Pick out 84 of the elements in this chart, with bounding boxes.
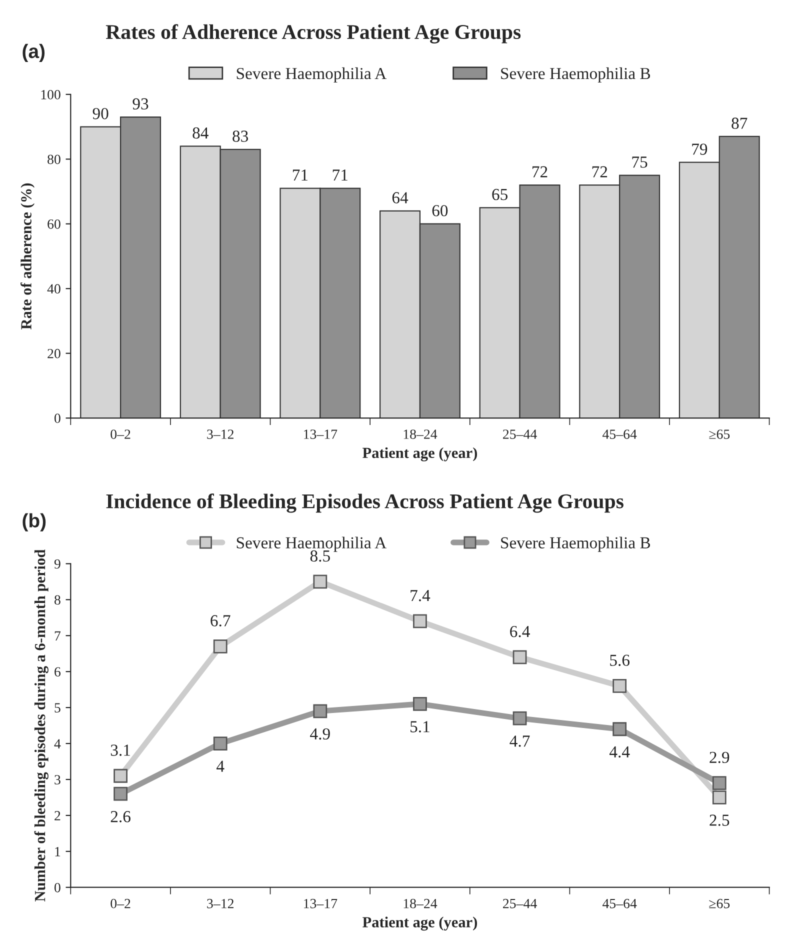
data-label: 4 bbox=[216, 760, 224, 772]
data-label: 72 bbox=[592, 166, 608, 178]
data-label: 6.7 bbox=[210, 615, 230, 626]
y-tick-label: 60 bbox=[48, 219, 60, 229]
point bbox=[512, 711, 527, 726]
y-tick-label: 40 bbox=[47, 284, 60, 294]
point bbox=[712, 790, 726, 804]
y-tick-label: 1 bbox=[55, 847, 60, 856]
data-label: 4.4 bbox=[610, 746, 630, 758]
text: (b) bbox=[22, 513, 46, 532]
point bbox=[612, 679, 627, 693]
point bbox=[213, 736, 228, 750]
y-tick-label: 0 bbox=[54, 882, 60, 892]
data-label: 83 bbox=[232, 130, 248, 142]
point bbox=[313, 704, 328, 718]
x-tick-label: 18–24 bbox=[404, 430, 438, 439]
y-tick-label: 3 bbox=[54, 775, 60, 784]
point bbox=[413, 614, 427, 628]
point bbox=[712, 776, 726, 790]
y-tick-label: 20 bbox=[48, 348, 60, 358]
x-tick-label: 3–12 bbox=[207, 898, 234, 908]
data-label: 4.7 bbox=[510, 736, 530, 747]
data-label: 5.1 bbox=[410, 721, 430, 732]
data-label: 7.4 bbox=[410, 590, 430, 602]
data-label: 4.9 bbox=[310, 728, 330, 740]
point bbox=[612, 722, 627, 736]
point bbox=[313, 574, 328, 589]
data-label: 79 bbox=[692, 144, 708, 155]
y-tick-label: 6 bbox=[54, 667, 61, 677]
data-label: 84 bbox=[192, 127, 208, 139]
data-label: 5.6 bbox=[610, 654, 630, 666]
y-tick-label: 2 bbox=[54, 811, 60, 820]
x-tick-label: 3–12 bbox=[207, 430, 234, 439]
y-axis-title: Number of bleeding episodes during a 6-month period bbox=[34, 549, 48, 902]
x-tick-label: 13–17 bbox=[304, 430, 338, 439]
data-label: 71 bbox=[332, 170, 348, 181]
data-label: 93 bbox=[132, 98, 148, 110]
y-axis-title: Rate of adherence (%) bbox=[20, 183, 35, 330]
data-label: 6.4 bbox=[510, 626, 530, 638]
y-tick-label: 5 bbox=[54, 703, 60, 713]
legend-label: Severe Haemophilia B bbox=[501, 536, 650, 552]
legend-label: Severe Haemophilia A bbox=[236, 67, 387, 83]
data-label: 2.5 bbox=[710, 814, 730, 826]
chart-title: Incidence of Bleeding Episodes Across Patient Age Groups bbox=[106, 493, 624, 513]
point bbox=[413, 697, 427, 711]
x-tick-label: 45–64 bbox=[602, 898, 637, 908]
x-axis-title: Patient age (year) bbox=[362, 916, 477, 931]
data-label: 2.9 bbox=[710, 752, 730, 764]
chart-title: Rates of Adherence Across Patient Age Groups bbox=[106, 24, 521, 44]
x-tick-label: ≥65 bbox=[709, 898, 730, 908]
x-tick-label: 45–64 bbox=[602, 430, 637, 439]
x-tick-label: 0–2 bbox=[110, 898, 130, 908]
data-label: 3.1 bbox=[110, 744, 130, 756]
text: (a) bbox=[22, 44, 45, 62]
x-tick-label: 18–24 bbox=[404, 898, 438, 908]
point bbox=[114, 768, 128, 783]
data-label: 8.5 bbox=[310, 550, 330, 562]
data-label: 90 bbox=[92, 108, 108, 120]
x-axis-title: Patient age (year) bbox=[362, 447, 477, 462]
data-label: 72 bbox=[532, 166, 548, 178]
y-tick-label: 9 bbox=[54, 559, 60, 569]
x-tick-label: 13–17 bbox=[304, 898, 338, 908]
data-label: 87 bbox=[732, 118, 748, 129]
y-tick-label: 100 bbox=[41, 90, 60, 100]
legend-label: Severe Haemophilia A bbox=[236, 536, 387, 552]
x-tick-label: 25–44 bbox=[503, 898, 537, 908]
data-label: 75 bbox=[632, 156, 648, 168]
data-label: 60 bbox=[432, 205, 448, 216]
y-tick-label: 80 bbox=[48, 154, 60, 164]
legend-label: Severe Haemophilia B bbox=[501, 67, 650, 83]
point bbox=[512, 650, 527, 664]
point bbox=[213, 639, 228, 654]
data-label: 65 bbox=[492, 188, 508, 200]
y-tick-label: 7 bbox=[54, 631, 61, 640]
point bbox=[114, 786, 128, 801]
data-label: 2.6 bbox=[110, 811, 130, 822]
data-label: 64 bbox=[392, 192, 408, 204]
data-label: 71 bbox=[292, 170, 308, 181]
x-tick-label: 0–2 bbox=[110, 430, 130, 439]
y-tick-label: 0 bbox=[54, 414, 60, 424]
x-tick-label: ≥65 bbox=[709, 430, 730, 439]
y-tick-label: 8 bbox=[54, 595, 60, 605]
y-tick-label: 4 bbox=[54, 739, 61, 748]
x-tick-label: 25–44 bbox=[503, 430, 537, 439]
